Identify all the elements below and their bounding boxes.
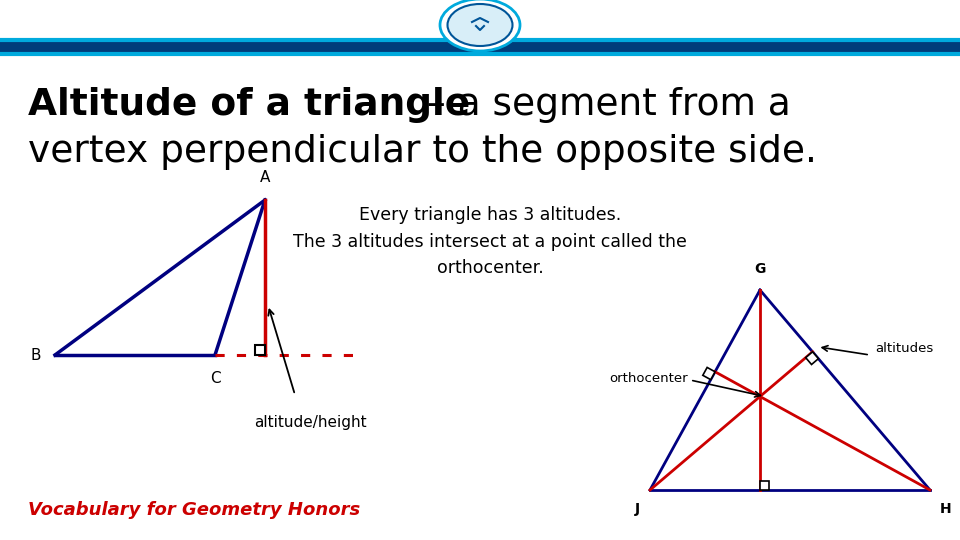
- Text: C: C: [209, 371, 220, 386]
- Text: Every triangle has 3 altitudes.: Every triangle has 3 altitudes.: [359, 206, 621, 224]
- Text: altitude/height: altitude/height: [253, 415, 367, 430]
- Polygon shape: [703, 367, 715, 380]
- Text: orthocenter: orthocenter: [610, 372, 688, 384]
- Bar: [760, 481, 769, 490]
- Ellipse shape: [447, 4, 513, 46]
- Text: H: H: [940, 502, 951, 516]
- Text: vertex perpendicular to the opposite side.: vertex perpendicular to the opposite sid…: [28, 134, 817, 170]
- Ellipse shape: [440, 0, 520, 51]
- Text: A: A: [260, 170, 270, 185]
- Text: The 3 altitudes intersect at a point called the: The 3 altitudes intersect at a point cal…: [293, 233, 687, 251]
- Text: Vocabulary for Geometry Honors: Vocabulary for Geometry Honors: [28, 501, 360, 519]
- Text: altitudes: altitudes: [875, 341, 933, 354]
- Bar: [255, 345, 265, 355]
- Text: Altitude of a triangle: Altitude of a triangle: [28, 87, 470, 123]
- Text: B: B: [31, 348, 41, 362]
- Polygon shape: [805, 352, 818, 365]
- Text: J: J: [635, 502, 640, 516]
- Text: – a segment from a: – a segment from a: [415, 87, 791, 123]
- Text: orthocenter.: orthocenter.: [437, 259, 543, 277]
- Text: G: G: [755, 262, 766, 276]
